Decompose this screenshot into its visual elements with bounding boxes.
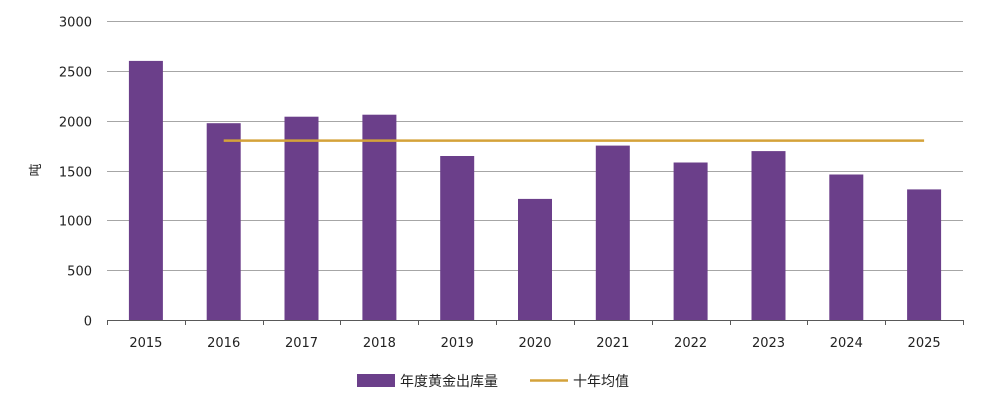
y-tick-label: 2000	[59, 116, 92, 131]
bar-2025	[907, 189, 942, 320]
y-tick-label: 500	[67, 265, 92, 280]
x-tick-label: 2018	[363, 336, 396, 351]
legend: 年度黄金出库量 十年均值	[357, 373, 629, 390]
bar-2022	[673, 162, 708, 320]
gridlines	[107, 21, 963, 271]
bar-series	[128, 60, 942, 321]
bar-2020	[518, 198, 552, 320]
x-tick-label: 2022	[674, 336, 707, 351]
x-tick-label: 2015	[129, 336, 162, 351]
bar-2018	[362, 114, 397, 320]
x-tick-label: 2024	[830, 336, 863, 351]
bar-2021	[595, 145, 630, 320]
y-tick-label: 0	[84, 315, 92, 330]
bar-2024	[829, 174, 864, 320]
bar-2017	[284, 116, 319, 320]
bar-2015	[128, 60, 163, 321]
x-tick-label: 2017	[285, 336, 318, 351]
y-tick-label: 3000	[59, 16, 92, 31]
x-tick-label: 2021	[596, 336, 629, 351]
x-tick-label: 2025	[908, 336, 941, 351]
y-tick-label: 2500	[59, 66, 92, 81]
y-axis-title: 吨	[29, 163, 44, 176]
y-tick-label: 1500	[59, 166, 92, 181]
legend-line-label: 十年均值	[573, 374, 629, 390]
x-tick-label: 2016	[207, 336, 240, 351]
x-tick-label: 2019	[441, 336, 474, 351]
bar-2019	[440, 156, 475, 320]
legend-bar-swatch	[357, 374, 395, 387]
y-tick-label: 1000	[59, 215, 92, 230]
axes	[107, 320, 964, 325]
legend-bar-label: 年度黄金出库量	[400, 373, 498, 390]
x-tick-label: 2020	[518, 336, 551, 351]
tick-labels: 0 500 1000 1500 2000 2500 3000 2015 2016 2017 2018…	[59, 16, 941, 352]
bar-2023	[751, 151, 786, 320]
x-tick-label: 2023	[752, 336, 785, 351]
bar-2016	[206, 123, 241, 320]
